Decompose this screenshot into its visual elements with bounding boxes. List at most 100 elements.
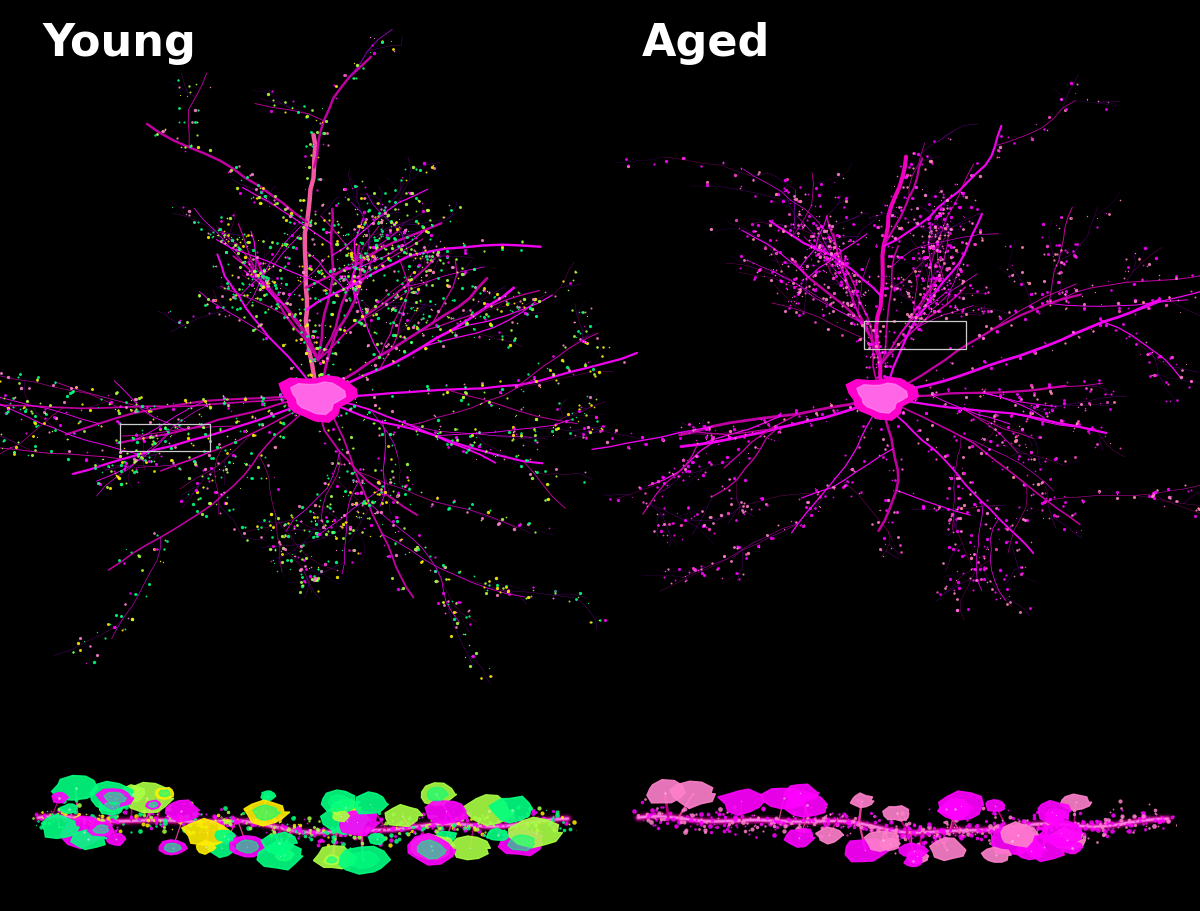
Polygon shape [1048,828,1086,850]
Polygon shape [425,801,468,824]
Polygon shape [160,790,170,797]
Polygon shape [96,789,134,810]
Polygon shape [1045,810,1068,822]
Polygon shape [647,780,685,803]
Polygon shape [60,816,113,849]
Polygon shape [904,855,923,866]
Polygon shape [1001,822,1038,847]
Polygon shape [262,832,298,855]
Polygon shape [145,801,161,810]
Polygon shape [785,791,828,817]
Polygon shape [208,841,236,857]
Polygon shape [280,376,358,423]
Polygon shape [253,805,281,821]
Polygon shape [330,799,361,816]
Polygon shape [122,783,174,813]
Polygon shape [340,846,390,875]
Polygon shape [236,840,258,853]
Text: Young: Young [42,22,196,65]
Polygon shape [718,789,764,815]
Polygon shape [1016,842,1048,860]
Polygon shape [166,800,200,822]
Polygon shape [1060,794,1092,811]
Polygon shape [340,811,380,836]
Bar [864,322,966,350]
Polygon shape [181,819,232,845]
Polygon shape [349,852,379,868]
Polygon shape [816,827,844,844]
Polygon shape [120,785,145,802]
Polygon shape [107,834,126,845]
Polygon shape [71,830,107,850]
Polygon shape [355,792,389,814]
Polygon shape [986,800,1004,812]
Polygon shape [326,856,337,863]
Polygon shape [92,825,108,834]
Bar [120,425,210,452]
Polygon shape [322,790,360,813]
Polygon shape [385,804,422,826]
Polygon shape [408,834,456,865]
Polygon shape [498,829,542,855]
Polygon shape [846,378,918,421]
Polygon shape [368,834,386,844]
Polygon shape [313,845,358,869]
Polygon shape [421,783,457,805]
Polygon shape [509,817,563,848]
Polygon shape [463,795,515,825]
Polygon shape [418,840,446,859]
Polygon shape [899,843,929,858]
Polygon shape [324,855,341,865]
Polygon shape [164,844,181,852]
Polygon shape [1061,842,1082,854]
Polygon shape [857,384,907,414]
Polygon shape [52,793,68,803]
Polygon shape [104,802,120,812]
Polygon shape [60,804,77,814]
Polygon shape [982,847,1012,862]
Polygon shape [938,791,984,820]
Polygon shape [244,800,290,826]
Polygon shape [329,794,352,808]
Polygon shape [883,806,908,821]
Polygon shape [197,841,216,855]
Polygon shape [451,836,491,860]
Polygon shape [257,841,304,870]
Polygon shape [907,850,929,864]
Polygon shape [410,834,455,859]
Polygon shape [930,838,966,861]
Polygon shape [320,806,371,834]
Polygon shape [229,835,266,857]
Polygon shape [88,823,113,836]
Polygon shape [937,799,974,820]
Polygon shape [991,826,1037,855]
Polygon shape [938,805,952,814]
Polygon shape [332,812,349,822]
Polygon shape [1021,835,1064,862]
Polygon shape [427,788,449,801]
Polygon shape [784,784,820,802]
Polygon shape [90,782,133,811]
Polygon shape [275,848,295,861]
Polygon shape [486,828,510,841]
Polygon shape [264,793,272,799]
Polygon shape [280,851,290,858]
Polygon shape [490,796,533,823]
Polygon shape [100,799,125,814]
Polygon shape [149,802,157,808]
Text: Aged: Aged [642,22,770,65]
Polygon shape [221,834,238,844]
Polygon shape [215,831,235,842]
Polygon shape [508,835,534,851]
Polygon shape [761,789,806,809]
Polygon shape [42,814,79,838]
Polygon shape [260,791,276,801]
Polygon shape [1038,801,1070,824]
Polygon shape [160,840,187,855]
Polygon shape [1038,820,1082,846]
Polygon shape [437,832,456,842]
Polygon shape [851,793,874,808]
Polygon shape [223,836,234,843]
Polygon shape [845,839,889,862]
Polygon shape [864,832,899,852]
